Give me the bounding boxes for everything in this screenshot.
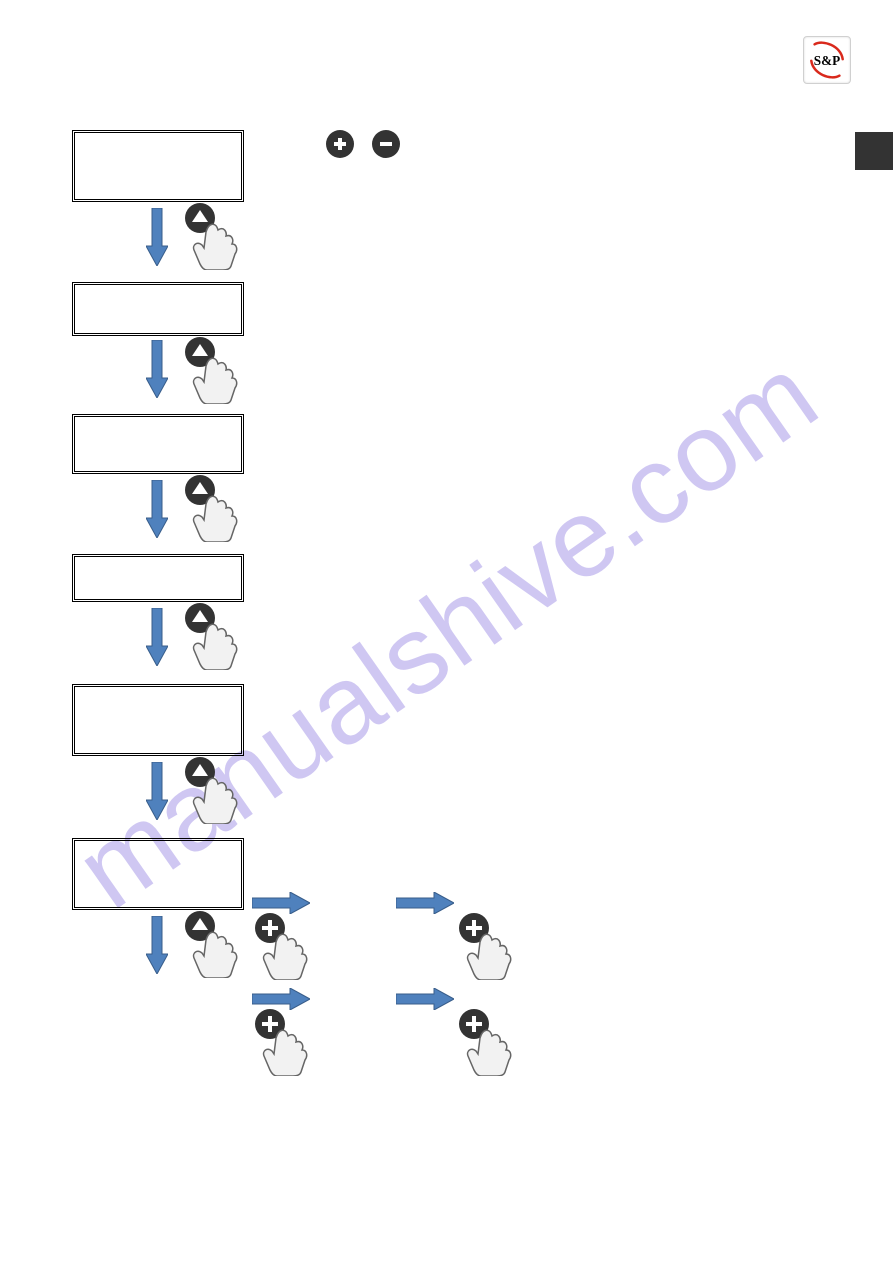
arrow-down-icon (146, 916, 168, 974)
press-triangle-button[interactable] (182, 336, 242, 404)
press-triangle-button[interactable] (182, 602, 242, 670)
branch-row-1-buttons (252, 912, 516, 980)
press-plus-button[interactable] (252, 1008, 312, 1076)
arrow-right-icon (396, 892, 454, 914)
connector-4 (72, 602, 244, 684)
press-triangle-button[interactable] (182, 202, 242, 270)
arrow-right-icon (252, 892, 310, 914)
branch-row-2-buttons (252, 1008, 516, 1076)
page: manualshive.com S&P (0, 0, 893, 1263)
branch-row-2 (252, 988, 454, 1010)
logo-text: S&P (814, 53, 840, 68)
sp-logo-icon: S&P (808, 41, 846, 79)
press-plus-button[interactable] (456, 912, 516, 980)
press-plus-button[interactable] (252, 912, 312, 980)
connector-6 (72, 910, 244, 1000)
arrow-down-icon (146, 340, 168, 398)
plus-icon (326, 130, 354, 158)
press-triangle-button[interactable] (182, 756, 242, 824)
press-triangle-button[interactable] (182, 910, 242, 978)
arrow-down-icon (146, 762, 168, 820)
branch-row-1 (252, 892, 454, 914)
language-tab[interactable] (855, 132, 893, 170)
plus-minus-legend (326, 130, 400, 158)
arrow-right-icon (252, 988, 310, 1010)
arrow-down-icon (146, 208, 168, 266)
brand-logo: S&P (803, 36, 851, 84)
connector-2 (72, 336, 244, 414)
connector-5 (72, 756, 244, 838)
flow-box-2 (72, 282, 244, 336)
arrow-right-icon (396, 988, 454, 1010)
flow-column (72, 130, 244, 1000)
press-plus-button[interactable] (456, 1008, 516, 1076)
flow-box-4 (72, 554, 244, 602)
arrow-down-icon (146, 608, 168, 666)
flow-box-5 (72, 684, 244, 756)
connector-1 (72, 202, 244, 282)
flow-box-3 (72, 414, 244, 474)
connector-3 (72, 474, 244, 554)
press-triangle-button[interactable] (182, 474, 242, 542)
minus-icon (372, 130, 400, 158)
flow-box-1 (72, 130, 244, 202)
flow-box-6 (72, 838, 244, 910)
arrow-down-icon (146, 480, 168, 538)
